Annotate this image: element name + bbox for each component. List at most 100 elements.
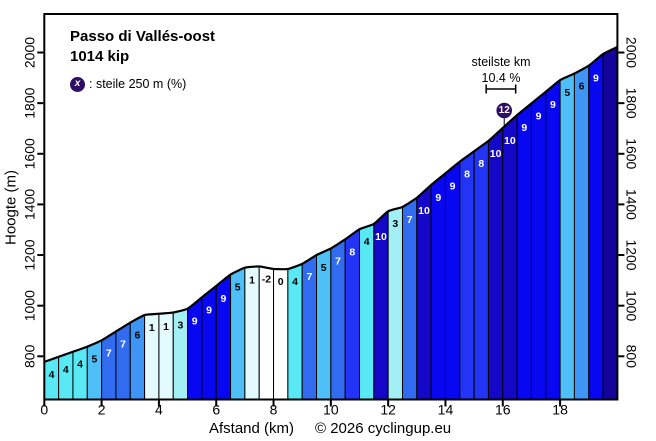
grade-value-label: 3: [392, 218, 398, 230]
grade-value-label: 5: [321, 262, 327, 274]
chart-subtitle: 1014 kip: [70, 48, 130, 65]
grade-value-label: 9: [220, 293, 226, 305]
grade-value-label: 9: [192, 316, 198, 328]
x-tick-label: 6: [212, 402, 220, 418]
grade-value-label: 10: [375, 231, 387, 243]
y-tick-label-right: 1400: [623, 189, 639, 220]
grade-bar: [201, 284, 217, 400]
steepest-marker-circle: [496, 102, 513, 119]
y-tick-label-right: 1200: [623, 239, 639, 270]
x-tick-label: 14: [438, 402, 454, 418]
plot-box: [43, 13, 619, 401]
y-tick-label-left: 1400: [21, 189, 37, 220]
grade-value-label: 9: [206, 304, 212, 316]
grade-bar: [602, 46, 618, 400]
steepest-km-value: 10.4 %: [481, 70, 521, 85]
x-tick-label: 8: [270, 402, 278, 418]
x-tick-label: 16: [495, 402, 511, 418]
legend-label: : steile 250 m (%): [89, 77, 187, 91]
y-tick-label-right: 800: [623, 345, 639, 369]
grade-bar: [72, 345, 88, 400]
grade-value-label: 8: [349, 246, 355, 258]
steepest-km-label: steilste km: [471, 55, 531, 69]
y-tick-label-right: 1600: [623, 138, 639, 169]
grade-value-label: 9: [521, 122, 527, 134]
grade-bar: [101, 330, 117, 400]
grade-value-label: 0: [278, 276, 284, 288]
grade-bar: [115, 321, 131, 400]
grade-value-label: -2: [262, 273, 271, 285]
grade-value-label: 4: [292, 276, 298, 288]
grade-bar: [430, 172, 446, 400]
grade-value-label: 6: [134, 330, 140, 342]
y-tick-label-left: 2000: [21, 37, 37, 68]
grade-value-label: 4: [49, 369, 55, 381]
grade-value-label: 7: [120, 339, 126, 351]
grade-bar: [588, 53, 604, 400]
grade-bar: [258, 265, 275, 400]
grade-value-label: 7: [335, 256, 341, 268]
grade-value-label: 4: [364, 236, 370, 248]
grade-bar: [129, 314, 146, 400]
x-tick-label: 10: [323, 402, 339, 418]
grade-value-label: 9: [593, 73, 599, 85]
grade-bar: [187, 296, 203, 400]
grade-bar: [444, 160, 461, 400]
grade-bar: [487, 126, 504, 400]
grade-bar: [545, 79, 561, 400]
y-tick-label-left: 1200: [21, 239, 37, 270]
grade-bar: [416, 183, 432, 400]
y-tick-label-right: 2000: [623, 37, 639, 68]
chart-title: Passo di Vallés-oost: [70, 28, 216, 45]
grade-bar: [516, 102, 532, 400]
grade-bar: [273, 268, 289, 400]
x-tick-label: 4: [155, 402, 163, 418]
legend: x : steile 250 m (%): [70, 76, 187, 92]
grade-bar: [502, 113, 518, 400]
grade-bar: [387, 206, 403, 400]
grade-bar: [459, 150, 475, 400]
x-axis-title: Afstand (km): [209, 420, 295, 437]
y-tick-label-right: 1000: [623, 290, 639, 321]
grade-value-label: 9: [536, 110, 542, 122]
x-tick-label: 12: [380, 402, 396, 418]
y-tick-label-left: 800: [21, 344, 37, 368]
y-tick-label-left: 1000: [21, 290, 37, 321]
x-tick-label: 0: [40, 402, 48, 418]
grade-value-label: 1: [249, 275, 255, 287]
grade-value-label: 5: [235, 282, 241, 294]
grade-value-label: 7: [306, 271, 312, 283]
grade-value-label: 7: [407, 214, 413, 226]
grade-value-label: 1: [163, 321, 169, 333]
grade-bar: [559, 72, 575, 400]
grade-value-label: 7: [106, 347, 112, 359]
y-tick-label-left: 1600: [21, 138, 37, 169]
grade-value-label: 4: [77, 359, 83, 371]
grade-value-label: 9: [550, 99, 556, 111]
y-tick-label-right: 1800: [623, 88, 639, 119]
legend-steepness-icon: x: [70, 76, 85, 92]
grade-value-label: 3: [177, 320, 183, 332]
copyright-text: © 2026 cyclingup.eu: [315, 420, 452, 437]
grade-bar: [359, 223, 375, 400]
grade-bar: [573, 64, 590, 400]
grade-value-label: 8: [464, 169, 470, 181]
grade-value-label: 6: [579, 81, 585, 93]
grade-value-label: 1: [149, 322, 155, 334]
grade-value-label: 5: [564, 87, 570, 99]
grade-value-label: 9: [435, 192, 441, 204]
x-tick-label: 18: [552, 402, 568, 418]
grade-value-label: 4: [63, 364, 69, 376]
grade-value-label: 10: [418, 205, 430, 217]
profile-curve: [43, 45, 618, 363]
grade-bar: [401, 196, 418, 400]
grade-value-label: 9: [450, 180, 456, 192]
grade-bar: [473, 139, 489, 400]
grade-bar: [86, 339, 103, 400]
grade-value-label: 10: [490, 148, 502, 160]
grade-bar: [530, 90, 547, 400]
grade-value-label: 10: [504, 135, 516, 147]
steepest-marker-value: 12: [499, 105, 511, 116]
